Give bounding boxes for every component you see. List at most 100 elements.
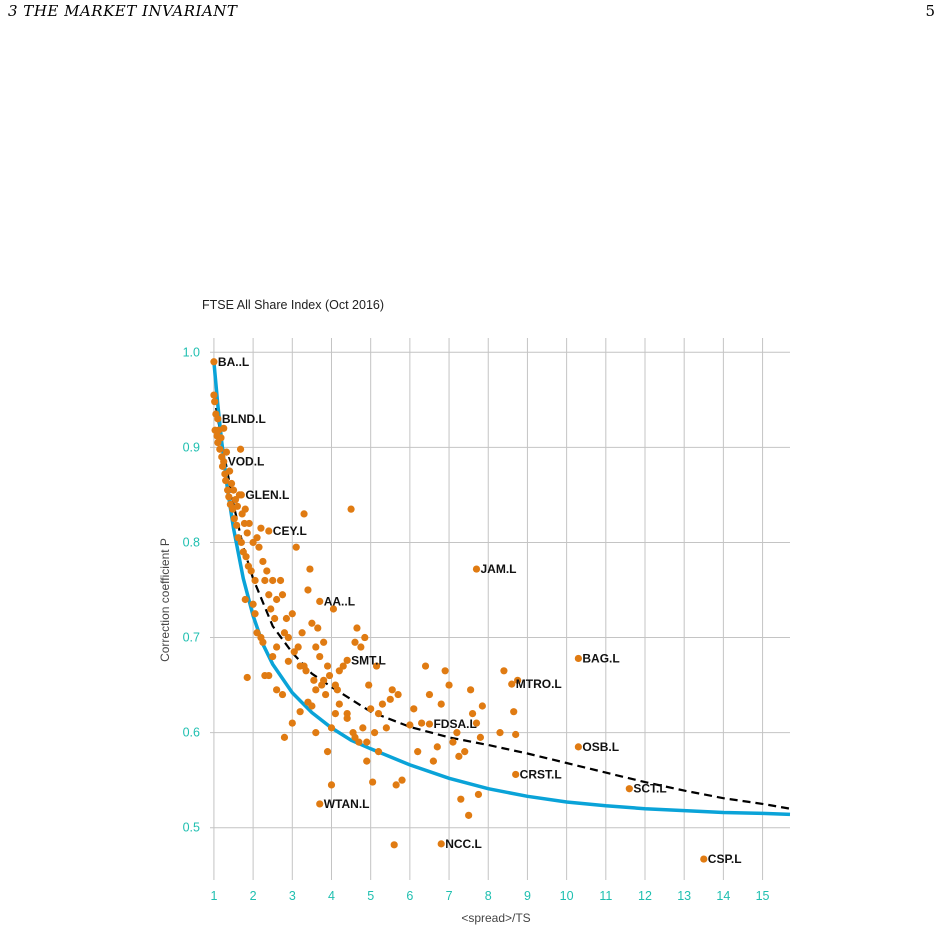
data-point bbox=[259, 638, 267, 646]
data-point bbox=[253, 534, 261, 542]
point-label: OSB.L bbox=[582, 740, 619, 754]
data-point bbox=[269, 652, 277, 661]
data-point bbox=[290, 648, 298, 656]
y-axis-label: Correction coefficient P bbox=[158, 538, 172, 662]
labeled-data-point bbox=[425, 720, 434, 728]
labeled-data-point bbox=[508, 680, 516, 688]
data-point bbox=[453, 729, 461, 737]
data-point bbox=[406, 721, 414, 729]
data-point bbox=[320, 638, 328, 646]
data-point bbox=[280, 733, 289, 741]
data-point bbox=[251, 576, 259, 585]
y-tick-label: 0.8 bbox=[183, 535, 200, 549]
data-point bbox=[445, 681, 453, 689]
data-point bbox=[237, 538, 245, 547]
x-tick-labels: 1 2 3 4 5 6 7 8 9 10 11 12 13 14 15 bbox=[210, 889, 769, 903]
point-label: BA..L bbox=[218, 355, 249, 369]
data-point bbox=[242, 553, 250, 561]
point-label: SCT.L bbox=[633, 782, 666, 796]
data-point bbox=[472, 719, 481, 727]
data-point bbox=[314, 624, 322, 632]
point-label: SMT.L bbox=[351, 653, 386, 667]
data-point bbox=[457, 795, 465, 803]
data-point bbox=[359, 724, 367, 732]
data-point bbox=[339, 662, 347, 670]
data-point bbox=[253, 629, 261, 637]
data-point bbox=[327, 781, 336, 789]
data-point bbox=[388, 686, 396, 694]
data-point bbox=[308, 702, 316, 710]
data-point bbox=[335, 700, 343, 708]
data-point bbox=[382, 724, 390, 732]
data-point bbox=[392, 781, 400, 789]
data-point bbox=[292, 543, 300, 551]
data-point bbox=[224, 486, 232, 494]
y-tick-label: 0.6 bbox=[183, 726, 200, 740]
data-point bbox=[259, 557, 267, 566]
y-tick-label: 0.9 bbox=[183, 440, 200, 454]
data-point bbox=[222, 448, 231, 456]
data-point bbox=[421, 662, 430, 670]
labeled-data-point bbox=[210, 358, 218, 366]
data-point bbox=[467, 686, 475, 694]
x-tick-label: 14 bbox=[716, 889, 730, 903]
data-point bbox=[394, 690, 402, 699]
point-label: MTRO.L bbox=[516, 677, 562, 691]
data-point bbox=[369, 778, 377, 786]
labeled-data-point bbox=[574, 743, 582, 751]
point-labels: BA..L BLND.L VOD.L GLEN.L CEY.L JAM.L AA..L BAG… bbox=[218, 355, 742, 866]
labeled-data-point bbox=[214, 415, 222, 423]
x-tick-label: 9 bbox=[524, 889, 531, 903]
data-point bbox=[282, 614, 291, 623]
labeled-data-point bbox=[700, 855, 708, 863]
x-tick-label: 1 bbox=[210, 889, 217, 903]
labeled-data-point bbox=[625, 785, 633, 793]
data-point bbox=[243, 673, 251, 682]
data-point bbox=[220, 424, 228, 432]
data-point bbox=[351, 638, 359, 646]
data-point bbox=[500, 667, 508, 675]
data-point bbox=[312, 729, 320, 737]
point-label: WTAN.L bbox=[324, 797, 370, 811]
point-label: JAM.L bbox=[480, 562, 516, 576]
labeled-data-point bbox=[472, 565, 481, 573]
data-point bbox=[441, 667, 449, 675]
x-tick-label: 4 bbox=[328, 889, 335, 903]
solid-fit-curve bbox=[212, 361, 791, 817]
data-point bbox=[265, 671, 273, 680]
data-point bbox=[333, 686, 341, 694]
labeled-data-point bbox=[316, 800, 324, 808]
labeled-data-point bbox=[220, 458, 228, 466]
x-tick-label: 12 bbox=[638, 889, 652, 903]
data-point bbox=[323, 662, 332, 670]
data-point bbox=[294, 643, 302, 651]
x-tick-label: 3 bbox=[289, 889, 296, 903]
point-label: AA..L bbox=[324, 594, 355, 608]
data-point bbox=[355, 738, 363, 746]
data-point bbox=[308, 619, 316, 627]
data-point bbox=[243, 529, 251, 537]
data-point bbox=[425, 690, 434, 699]
dashed-fit-curve bbox=[212, 394, 791, 810]
data-point bbox=[378, 700, 387, 708]
labeled-data-point bbox=[574, 654, 582, 663]
data-point bbox=[331, 709, 340, 718]
data-point bbox=[476, 733, 485, 741]
page-header: 3 THE MARKET INVARIANT 5 bbox=[0, 0, 943, 30]
x-tick-label: 6 bbox=[406, 889, 413, 903]
section-title: 3 THE MARKET INVARIANT bbox=[8, 2, 238, 20]
data-point bbox=[225, 493, 233, 501]
data-point bbox=[512, 730, 520, 739]
data-point bbox=[327, 724, 336, 732]
data-point bbox=[455, 752, 463, 760]
x-tick-label: 10 bbox=[560, 889, 574, 903]
data-point bbox=[465, 811, 473, 819]
fit-curves bbox=[212, 361, 791, 817]
y-tick-label: 0.7 bbox=[183, 631, 200, 645]
data-point bbox=[347, 505, 355, 513]
data-point bbox=[325, 671, 334, 680]
labeled-data-point bbox=[237, 491, 245, 499]
point-label: GLEN.L bbox=[245, 488, 289, 502]
data-point bbox=[233, 521, 241, 529]
